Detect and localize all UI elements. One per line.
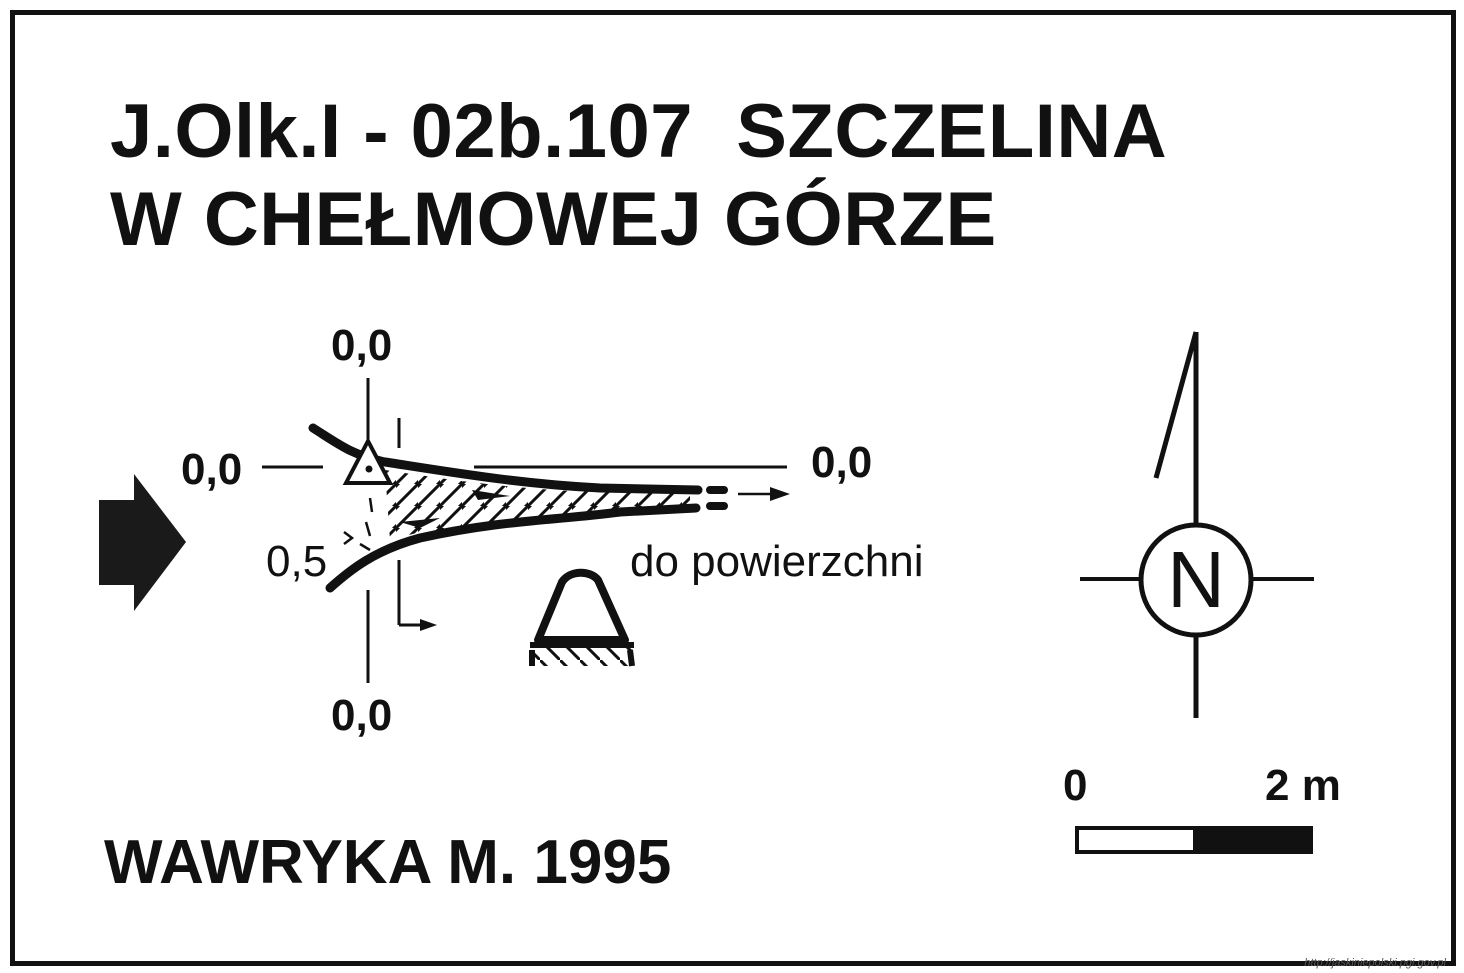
passage-continuation — [706, 486, 728, 510]
depth-label-left: 0,0 — [181, 445, 243, 494]
surface-note: do powierzchni — [630, 537, 924, 586]
cross-section-floor-hatch — [532, 644, 632, 666]
north-arrow — [1080, 331, 1314, 718]
section-arrow-icon — [420, 619, 437, 631]
north-letter: N — [1167, 535, 1225, 624]
scale-bar-white — [1075, 826, 1197, 854]
entrance-arrow-icon — [99, 474, 186, 611]
scale-label-end: 2 m — [1265, 761, 1341, 810]
scale-label-start: 0 — [1063, 761, 1088, 810]
passage-wall-south — [325, 503, 701, 593]
slope-mark-icon — [472, 490, 510, 500]
depth-label-right: 0,0 — [811, 438, 873, 487]
survey-point-icon — [342, 436, 394, 485]
survey-point-dot — [365, 465, 373, 473]
map-frame — [10, 10, 1456, 966]
passage-floor-hatch — [385, 470, 690, 540]
entrance-dashes — [343, 497, 374, 552]
cross-section-profile — [534, 568, 629, 644]
section-axes — [262, 378, 787, 683]
source-credit[interactable]: http://jaskiniepolski.pgi.gov.pl — [1304, 957, 1446, 969]
cave-title-line-2: W CHEŁMOWEJ GÓRZE — [110, 177, 997, 262]
passage-wall-north — [308, 423, 703, 495]
depth-label-side: 0,5 — [266, 537, 328, 586]
surface-arrow-icon — [770, 487, 790, 501]
cave-title: J.Olk.I - 02b.107 SZCZELINA W CHEŁMOWEJ … — [110, 88, 1167, 264]
cave-title-line-1: J.Olk.I - 02b.107 SZCZELINA — [110, 89, 1168, 174]
author-credit: WAWRYKA M. 1995 — [104, 828, 672, 897]
depth-label-top: 0,0 — [331, 321, 393, 370]
cross-section-floor-right — [627, 649, 635, 667]
depth-label-bottom: 0,0 — [331, 691, 393, 740]
slope-mark-icon — [400, 518, 440, 528]
scale-bar-black — [1193, 826, 1313, 854]
